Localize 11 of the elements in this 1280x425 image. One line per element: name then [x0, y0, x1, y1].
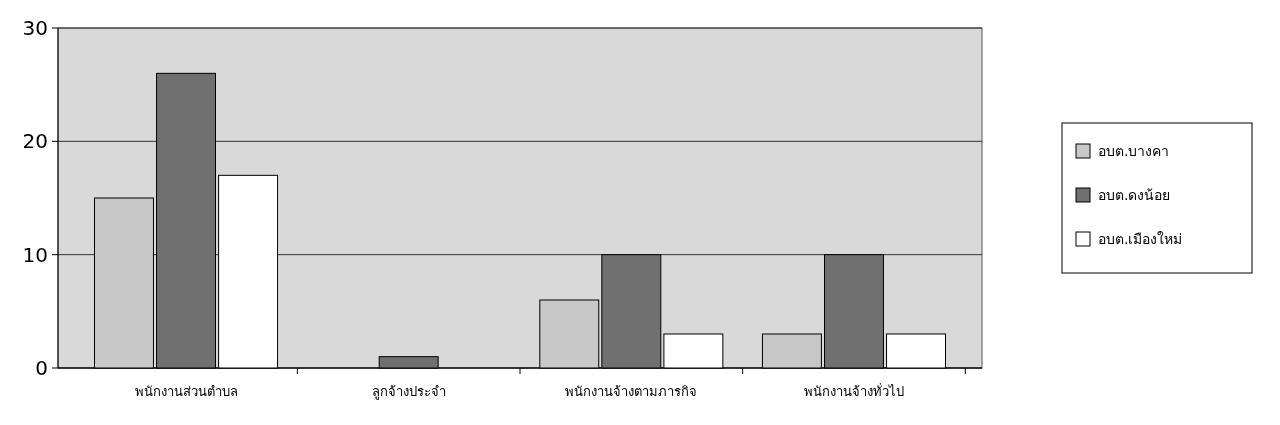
legend-label: อบต.บางคา: [1098, 143, 1170, 159]
y-tick-label: 20: [22, 129, 48, 154]
x-tick-label: ลูกจ้างประจำ: [371, 384, 446, 400]
y-tick-label: 10: [22, 242, 48, 267]
y-tick-label: 0: [35, 356, 48, 380]
x-tick-label: พนักงานจ้างตามภารกิจ: [565, 384, 698, 399]
x-tick-label: พนักงานส่วนตำบล: [134, 384, 238, 399]
y-tick-label: 30: [22, 16, 48, 40]
legend-label: อบต.ดงน้อย: [1098, 187, 1171, 203]
x-tick-label: พนักงานจ้างทั่วไป: [803, 383, 904, 399]
legend-label: อบต.เมืองใหม่: [1098, 231, 1183, 247]
